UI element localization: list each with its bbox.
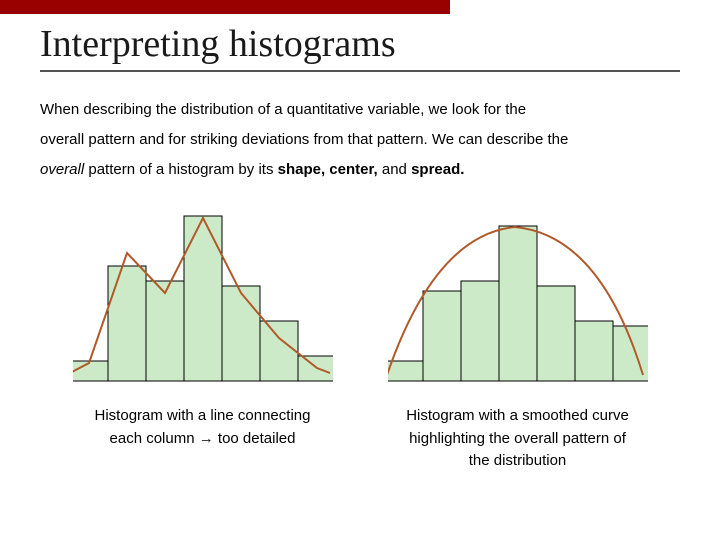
left-caption: Histogram with a line connecting each co… bbox=[95, 405, 311, 450]
left-caption-l1: Histogram with a line connecting bbox=[95, 407, 311, 424]
charts-row: Histogram with a line connecting each co… bbox=[0, 205, 720, 473]
histogram-right-svg bbox=[388, 205, 648, 385]
slide-title: Interpreting histograms bbox=[40, 22, 396, 66]
right-caption-l2: highlighting the overall pattern of bbox=[409, 430, 626, 447]
para-italic: overall bbox=[40, 161, 84, 178]
header-accent-bar bbox=[0, 0, 450, 14]
para-mid: pattern of a histogram by its bbox=[84, 161, 277, 178]
para-bold2: spread. bbox=[411, 161, 464, 178]
right-caption-l1: Histogram with a smoothed curve bbox=[406, 407, 629, 424]
title-underline bbox=[40, 70, 680, 72]
right-caption: Histogram with a smoothed curve highligh… bbox=[406, 405, 629, 473]
para-mid2: and bbox=[378, 161, 411, 178]
para-line2: overall pattern and for striking deviati… bbox=[40, 131, 568, 148]
left-caption-l2: each column → too detailed bbox=[110, 430, 296, 447]
right-chart-wrap: Histogram with a smoothed curve highligh… bbox=[388, 205, 648, 473]
left-chart-wrap: Histogram with a line connecting each co… bbox=[73, 205, 333, 473]
histogram-left bbox=[73, 205, 333, 385]
para-bold1: shape, center, bbox=[278, 161, 378, 178]
body-paragraph: When describing the distribution of a qu… bbox=[40, 95, 680, 185]
histogram-left-svg bbox=[73, 205, 333, 385]
histogram-right bbox=[388, 205, 648, 385]
right-caption-l3: the distribution bbox=[469, 452, 567, 469]
para-line1: When describing the distribution of a qu… bbox=[40, 101, 526, 118]
